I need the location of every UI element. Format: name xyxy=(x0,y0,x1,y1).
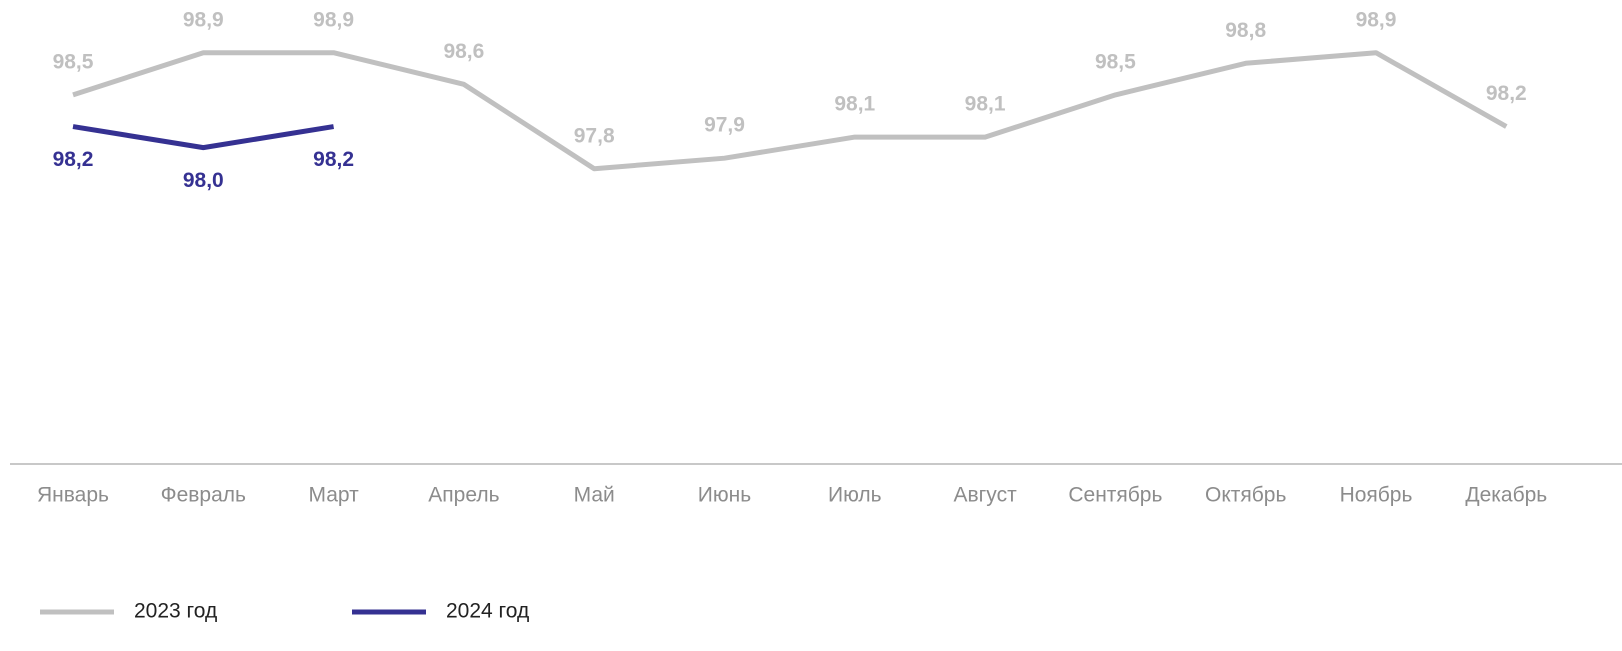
data-label: 98,2 xyxy=(313,148,354,171)
data-label: 98,1 xyxy=(965,93,1006,116)
data-label: 98,6 xyxy=(443,40,484,63)
data-label: 98,8 xyxy=(1225,19,1266,42)
x-tick-label: Январь xyxy=(37,484,109,507)
x-tick-label: Июль xyxy=(828,484,882,507)
series-line xyxy=(72,124,334,151)
x-tick-label: Август xyxy=(953,484,1017,507)
data-label: 98,5 xyxy=(53,50,94,73)
legend-label: 2024 год xyxy=(446,600,529,623)
x-tick-label: Июнь xyxy=(698,484,751,507)
x-tick-label: Сентябрь xyxy=(1068,484,1162,507)
data-label: 98,5 xyxy=(1095,50,1136,73)
legend-label: 2023 год xyxy=(134,600,217,623)
data-label: 98,9 xyxy=(1356,8,1397,31)
data-label: 98,0 xyxy=(183,169,224,192)
data-label: 98,2 xyxy=(1486,82,1527,105)
x-tick-label: Март xyxy=(308,484,359,507)
x-tick-label: Ноябрь xyxy=(1340,484,1413,507)
data-label: 98,9 xyxy=(313,8,354,31)
x-tick-label: Декабрь xyxy=(1465,484,1547,507)
series-line xyxy=(72,50,1508,172)
data-label: 97,8 xyxy=(574,124,615,147)
x-tick-label: Апрель xyxy=(428,484,499,507)
data-label: 98,2 xyxy=(53,148,94,171)
data-label: 97,9 xyxy=(704,114,745,137)
x-tick-label: Февраль xyxy=(161,484,246,507)
data-label: 98,9 xyxy=(183,8,224,31)
x-tick-label: Октябрь xyxy=(1205,484,1286,507)
x-tick-label: Май xyxy=(574,484,615,507)
data-label: 98,1 xyxy=(834,93,875,116)
